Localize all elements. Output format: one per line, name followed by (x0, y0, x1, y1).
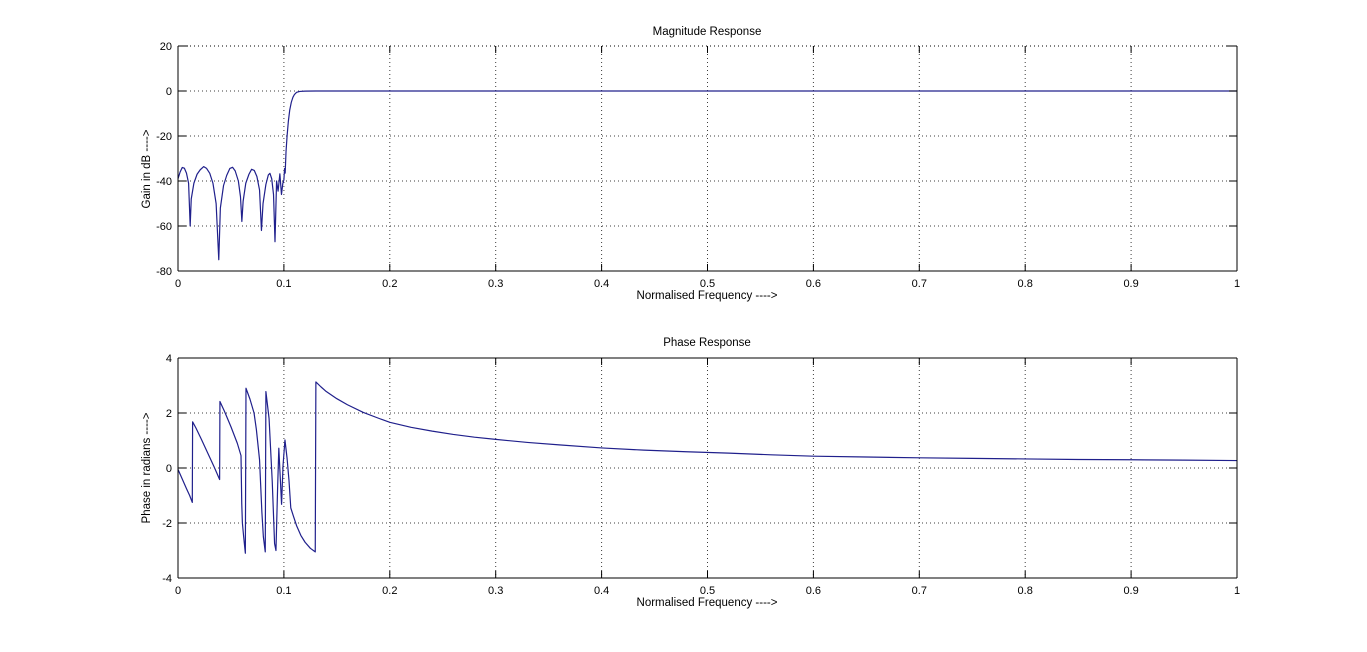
phase-y-tick-label: 4 (166, 353, 172, 365)
magnitude-y-tick-label: -60 (156, 221, 172, 233)
phase-x-tick-label: 0.9 (1123, 585, 1138, 597)
magnitude-y-tick-label: 0 (166, 86, 172, 98)
phase-x-tick-label: 0.4 (594, 585, 609, 597)
phase-x-tick-label: 1 (1234, 585, 1240, 597)
phase-curve (177, 381, 1238, 554)
magnitude-x-tick-label: 0.3 (488, 278, 503, 290)
phase-x-tick-label: 0.7 (912, 585, 927, 597)
phase-y-tick-label: 0 (166, 463, 172, 475)
magnitude-x-tick-label: 0.4 (594, 278, 609, 290)
phase-y-tick-label: -4 (162, 573, 172, 585)
magnitude-ylabel: Gain in dB ----> (141, 129, 153, 209)
magnitude-y-tick-label: -80 (156, 266, 172, 278)
phase-x-tick-label: 0.1 (276, 585, 291, 597)
magnitude-x-tick-label: 0 (175, 278, 181, 290)
magnitude-curve (177, 90, 1237, 261)
phase-y-tick-label: -2 (162, 518, 172, 530)
magnitude-x-tick-label: 0.7 (912, 278, 927, 290)
phase-x-tick-label: 0 (175, 585, 181, 597)
magnitude-x-tick-label: 1 (1234, 278, 1240, 290)
phase-x-tick-label: 0.6 (806, 585, 821, 597)
magnitude-x-tick-label: 0.2 (382, 278, 397, 290)
magnitude-title: Magnitude Response (652, 26, 762, 38)
phase-title: Phase Response (663, 337, 751, 349)
magnitude-x-tick-label: 0.8 (1018, 278, 1033, 290)
phase-x-tick-label: 0.8 (1018, 585, 1033, 597)
phase-x-tick-label: 0.2 (382, 585, 397, 597)
magnitude-y-tick-label: -40 (156, 176, 172, 188)
phase-x-tick-label: 0.3 (488, 585, 503, 597)
magnitude-x-tick-label: 0.6 (806, 278, 821, 290)
phase-ylabel: Phase in radians ----> (141, 412, 153, 524)
magnitude-y-tick-label: 20 (160, 41, 172, 53)
magnitude-x-tick-label: 0.5 (700, 278, 715, 290)
magnitude-x-tick-label: 0.1 (276, 278, 291, 290)
phase-x-tick-label: 0.5 (700, 585, 715, 597)
phase-y-tick-label: 2 (166, 408, 172, 420)
phase-xlabel: Normalised Frequency ----> (636, 597, 778, 609)
magnitude-y-tick-label: -20 (156, 131, 172, 143)
magnitude-x-tick-label: 0.9 (1123, 278, 1138, 290)
magnitude-xlabel: Normalised Frequency ----> (636, 290, 778, 302)
